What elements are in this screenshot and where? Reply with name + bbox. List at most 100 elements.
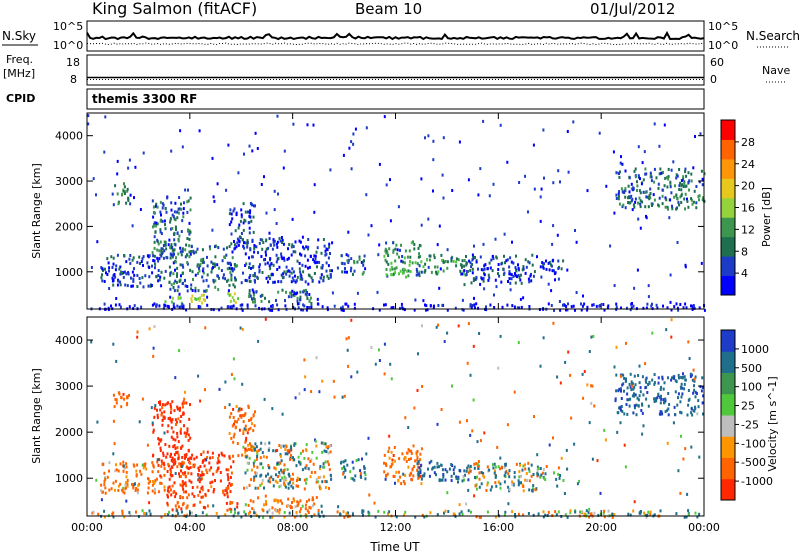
power-cell: [669, 185, 672, 189]
velocity-cell: [537, 473, 540, 477]
velocity-cell: [148, 501, 151, 505]
power-cell: [169, 245, 172, 249]
power-cell: [148, 266, 151, 269]
velocity-cell: [100, 483, 103, 487]
velocity-cell: [667, 376, 669, 380]
power-cell: [244, 210, 247, 214]
velocity-cell: [101, 490, 104, 494]
power-cell: [310, 302, 313, 305]
velocity-cell: [181, 444, 184, 448]
velocity-cell: [238, 428, 241, 432]
velocity-cell: [197, 466, 200, 470]
velocity-cell: [315, 444, 318, 448]
power-cell: [362, 263, 365, 267]
power-cell: [495, 285, 498, 289]
power-cell: [182, 211, 185, 215]
power-cell: [455, 257, 458, 261]
power-cell: [177, 211, 180, 215]
power-cell: [633, 205, 636, 209]
power-cell: [687, 205, 690, 209]
velocity-cell: [429, 511, 432, 515]
power-cell: [415, 267, 418, 271]
power-cell: [472, 255, 475, 259]
velocity-cell: [175, 423, 177, 426]
velocity-cell: [686, 492, 689, 496]
power-cell: [403, 261, 406, 265]
power-cell: [639, 191, 642, 195]
velocity-cell: [120, 395, 123, 399]
velocity-cell: [151, 421, 154, 425]
power-cell: [518, 181, 521, 184]
noise-panel: N.Sky 10^5 10^0 10^5 10^0 N.Search: [2, 20, 800, 52]
velocity-cell: [230, 508, 233, 512]
velocity-cell: [135, 487, 138, 490]
velocity-cell: [329, 450, 332, 454]
power-cell: [470, 265, 473, 269]
velocity-cell: [151, 489, 154, 493]
velocity-cell: [442, 473, 445, 476]
velocity-cell: [478, 471, 481, 475]
power-cell: [180, 202, 182, 206]
velocity-cell: [156, 408, 158, 412]
power-cell: [532, 274, 535, 278]
velocity-cell: [287, 486, 290, 490]
power-cell: [471, 258, 474, 262]
velocity-cell: [223, 493, 226, 497]
velocity-cell: [537, 512, 540, 516]
power-cell: [316, 302, 319, 306]
power-cell: [179, 263, 182, 267]
velocity-cell: [289, 480, 292, 484]
power-cell: [212, 280, 215, 284]
power-cell: [680, 179, 683, 183]
power-cell: [472, 277, 475, 281]
power-cell: [565, 308, 567, 312]
velocity-cell: [314, 439, 317, 443]
power-cell: [425, 304, 428, 308]
power-cell: [434, 265, 436, 269]
power-cell: [651, 204, 653, 207]
power-cell: [172, 261, 175, 265]
power-cell: [636, 180, 638, 184]
velocity-cell: [542, 336, 545, 340]
power-cell: [329, 252, 331, 255]
power-cell: [130, 284, 133, 288]
power-cell: [275, 242, 278, 246]
power-cell: [114, 303, 117, 307]
velocity-cell: [624, 379, 627, 383]
power-cell: [471, 304, 474, 307]
velocity-cell: [112, 419, 115, 423]
power-cell: [633, 169, 636, 173]
power-cell: [246, 303, 249, 307]
power-cell: [237, 226, 240, 230]
velocity-cell: [232, 407, 235, 411]
station-title: King Salmon (fitACF): [92, 0, 257, 18]
velocity-cell: [178, 475, 181, 478]
power-cell: [212, 195, 215, 199]
velocity-cell: [293, 515, 296, 519]
velocity-cell: [374, 362, 377, 366]
power-cell: [195, 250, 198, 254]
power-cell: [469, 304, 472, 308]
velocity-cell: [544, 513, 547, 517]
velocity-cell: [224, 406, 227, 409]
velocity-cell: [166, 493, 169, 497]
power-cell: [664, 196, 667, 200]
velocity-cell: [448, 467, 451, 471]
velocity-cell: [432, 466, 434, 470]
velocity-cell: [185, 453, 188, 456]
power-cell: [483, 273, 486, 277]
power-cell: [427, 265, 430, 269]
velocity-cell: [137, 484, 140, 488]
power-cell: [673, 305, 676, 309]
velocity-cell: [318, 484, 321, 488]
power-cell: [108, 287, 111, 290]
velocity-cell: [265, 502, 268, 506]
power-cell: [657, 203, 660, 207]
velocity-cell: [468, 466, 471, 470]
velocity-cell: [499, 486, 502, 490]
velocity-cell: [160, 459, 163, 463]
velocity-cell: [312, 462, 315, 466]
power-cell: [641, 200, 644, 204]
power-cell: [465, 261, 468, 265]
power-cell: [225, 188, 228, 192]
